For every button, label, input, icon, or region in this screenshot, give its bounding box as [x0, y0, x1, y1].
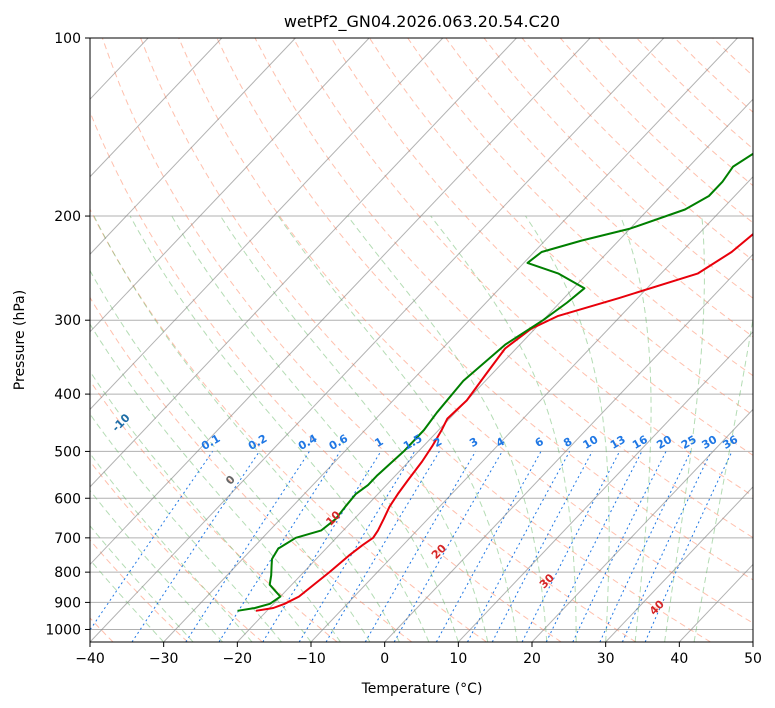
dry-adiabat-line [90, 110, 562, 642]
chart-title: wetPf2_GN04.2026.063.20.54.C20 [284, 12, 560, 32]
dry-adiabat-line [90, 539, 189, 642]
dry-adiabat-line [90, 380, 338, 642]
dewpoint-profile-line [237, 152, 753, 612]
moist-adiabat-line [90, 269, 371, 642]
dry-adiabat-line [90, 460, 263, 642]
mixing-ratio-line [364, 451, 477, 642]
mixing-ratio-line [185, 451, 310, 642]
moist-adiabat-line [430, 215, 577, 642]
x-tick-label: 20 [523, 651, 541, 667]
x-axis-label: Temperature (°C) [361, 681, 483, 697]
y-tick-label: 800 [54, 565, 81, 581]
data-layer [237, 152, 753, 612]
axes-layer: −40 −30 −20 −10 0 10 20 30 40 50 100 200 300 400 500 60… [45, 31, 762, 667]
isotherm-line [236, 98, 753, 642]
isotherm-line [90, 38, 665, 642]
moist-adiabat-line [90, 525, 194, 642]
dry-adiabat-line [445, 38, 753, 338]
moist-adiabat-line [93, 215, 400, 642]
x-tick-label: 0 [380, 651, 389, 667]
mixing-ratio-line [599, 451, 692, 642]
x-tick-label: 50 [744, 651, 762, 667]
mixing-ratio-line [621, 451, 712, 642]
moist-adiabat-line [525, 215, 610, 642]
y-tick-label: 200 [54, 209, 81, 225]
dry-adiabat-line [330, 38, 753, 456]
moist-adiabat-line [620, 215, 652, 642]
dry-adiabat-line [140, 38, 711, 642]
isotherm-line [90, 38, 370, 333]
plot-frame [89, 37, 754, 643]
x-tick-label: 40 [670, 651, 688, 667]
y-tick-label: 400 [54, 387, 81, 403]
dry-adiabat-line [369, 38, 753, 416]
x-tick-label: 30 [597, 651, 615, 667]
moist-adiabat-line [90, 559, 165, 642]
y-tick-label: 100 [54, 31, 81, 47]
y-tick-label: 600 [54, 491, 81, 507]
isotherm-line [605, 486, 753, 642]
mixing-ratio-line [467, 451, 571, 642]
mixing-ratio-line [325, 451, 440, 642]
mixing-ratio-line [298, 451, 416, 642]
mixing-ratio-line [545, 451, 643, 642]
moist-adiabat-line [693, 315, 753, 642]
temperature-profile-line [255, 232, 753, 612]
isotherm-line [163, 38, 738, 642]
mixing-ratio-line [572, 451, 667, 642]
x-tick-label: 10 [449, 651, 467, 667]
isotherm-line [531, 408, 753, 642]
dry-adiabat-line [178, 38, 753, 624]
y-tick-label: 500 [54, 444, 81, 460]
y-axis-label: Pressure (hPa) [12, 290, 28, 390]
mixing-ratio-line [491, 451, 593, 642]
mixing-ratio-line [435, 451, 542, 642]
isotherm-line [90, 38, 591, 566]
x-tick-label: −40 [75, 651, 105, 667]
x-tick-label: −30 [149, 651, 179, 667]
isotherm-line [310, 176, 753, 642]
mixing-ratio-line [521, 451, 621, 642]
isotherm-line [457, 331, 753, 642]
y-tick-label: 1000 [45, 622, 81, 638]
moist-adiabat-line [90, 489, 223, 642]
y-tick-label: 900 [54, 595, 81, 611]
x-tick-label: −10 [296, 651, 326, 667]
isotherm-line [90, 38, 444, 411]
dry-adiabat-line [216, 38, 753, 581]
y-tick-label: 300 [54, 313, 81, 329]
dry-adiabat-line [254, 38, 753, 539]
grid-layer [90, 38, 753, 642]
dry-adiabat-line [90, 208, 487, 642]
x-tick-label: −20 [223, 651, 253, 667]
moist-adiabat-line [90, 323, 341, 642]
isotherm-line [90, 38, 296, 256]
dry-adiabat-line [407, 38, 753, 377]
moist-adiabat-line [129, 215, 430, 642]
isotherm-line [90, 38, 517, 488]
isotherm-line [384, 253, 753, 642]
isotherm-line [90, 38, 223, 178]
moist-adiabat-line [277, 215, 518, 642]
moist-adiabat-line [90, 370, 312, 642]
y-tick-label: 700 [54, 531, 81, 547]
moist-adiabat-line [347, 215, 548, 642]
mixing-ratio-line [262, 451, 382, 642]
dry-adiabat-line [292, 38, 753, 497]
dry-adiabat-line [101, 38, 637, 642]
